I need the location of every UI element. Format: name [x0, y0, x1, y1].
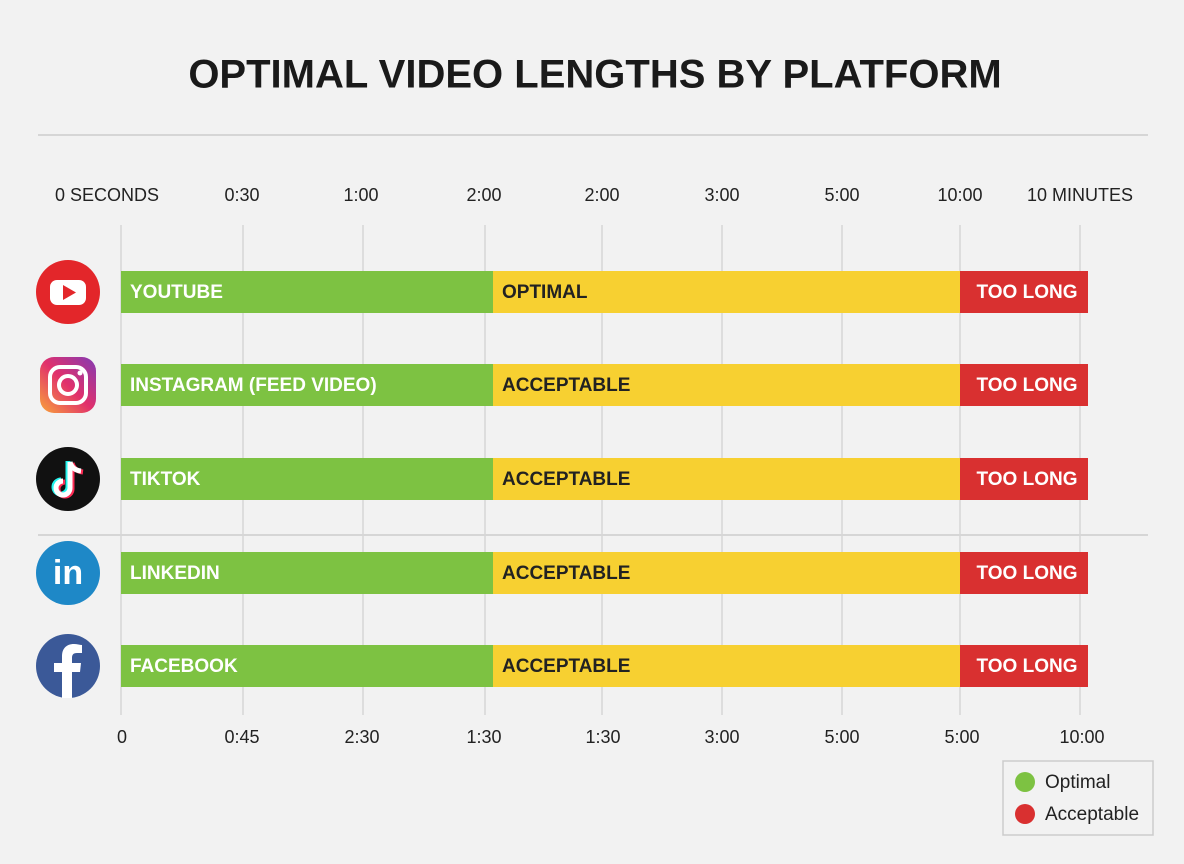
acceptable-segment [493, 271, 960, 313]
end-label: TOO LONG [977, 563, 1078, 584]
acceptable-segment [493, 364, 960, 406]
bottom-axis-label: 1:30 [466, 727, 501, 747]
top-axis-label: 0:30 [224, 185, 259, 205]
legend-swatch [1015, 804, 1035, 824]
bottom-axis-label: 2:30 [344, 727, 379, 747]
end-label: TOO LONG [977, 656, 1078, 677]
legend-swatch [1015, 772, 1035, 792]
instagram-icon [40, 357, 96, 413]
middle-label: ACCEPTABLE [502, 469, 630, 490]
bottom-axis-label: 1:30 [585, 727, 620, 747]
optimal-segment [121, 645, 493, 687]
bottom-axis-label: 0 [117, 727, 127, 747]
middle-label: ACCEPTABLE [502, 375, 630, 396]
top-axis-label: 0 SECONDS [55, 185, 159, 205]
end-label: TOO LONG [977, 375, 1078, 396]
end-label: TOO LONG [977, 469, 1078, 490]
bottom-axis-label: 0:45 [224, 727, 259, 747]
platform-label: FACEBOOK [130, 656, 238, 677]
middle-label: ACCEPTABLE [502, 656, 630, 677]
top-axis-label: 2:00 [584, 185, 619, 205]
legend-box [1002, 760, 1154, 836]
facebook-icon [36, 634, 100, 698]
acceptable-segment [493, 458, 960, 500]
too-long-segment [960, 458, 1088, 500]
top-axis-label: 10 MINUTES [1027, 185, 1133, 205]
middle-label: ACCEPTABLE [502, 563, 630, 584]
linkedin-icon: in [36, 541, 100, 605]
platform-label: YOUTUBE [130, 282, 223, 303]
platform-label: LINKEDIN [130, 563, 220, 584]
tiktok-icon [36, 447, 100, 511]
acceptable-segment [493, 645, 960, 687]
optimal-segment [121, 458, 493, 500]
top-axis-label: 1:00 [343, 185, 378, 205]
youtube-icon [36, 260, 100, 324]
top-axis-label: 2:00 [466, 185, 501, 205]
bottom-axis-label: 3:00 [704, 727, 739, 747]
title: OPTIMAL VIDEO LENGTHS BY PLATFORM [188, 53, 1001, 97]
bottom-axis-label: 5:00 [824, 727, 859, 747]
platform-label: TIKTOK [130, 469, 201, 490]
bottom-axis-label: 10:00 [1059, 727, 1104, 747]
optimal-segment [121, 271, 493, 313]
too-long-segment [960, 271, 1088, 313]
middle-label: OPTIMAL [502, 282, 588, 303]
optimal-segment [121, 364, 493, 406]
top-axis-label: 5:00 [824, 185, 859, 205]
top-axis-label: 3:00 [704, 185, 739, 205]
too-long-segment [960, 645, 1088, 687]
top-axis-label: 10:00 [937, 185, 982, 205]
legend-label: Optimal [1045, 772, 1110, 793]
svg-text:in: in [53, 554, 83, 592]
platform-label: INSTAGRAM (FEED VIDEO) [130, 375, 377, 396]
optimal-segment [121, 552, 493, 594]
bottom-axis-label: 5:00 [944, 727, 979, 747]
legend-label: Acceptable [1045, 804, 1139, 825]
acceptable-segment [493, 552, 960, 594]
too-long-segment [960, 364, 1088, 406]
end-label: TOO LONG [977, 282, 1078, 303]
too-long-segment [960, 552, 1088, 594]
